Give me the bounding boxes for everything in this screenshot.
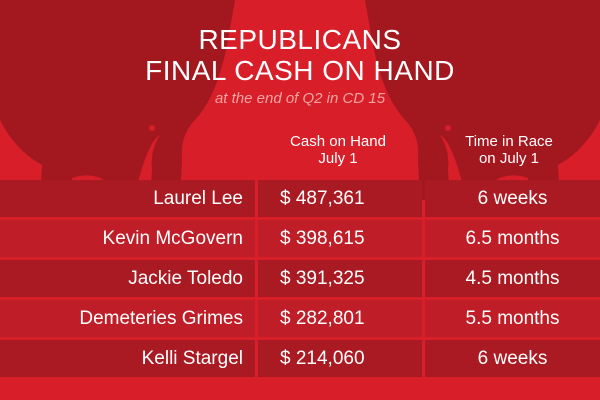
data-table: Laurel Lee $ 487,361 6 weeks Kevin McGov… bbox=[0, 180, 600, 377]
cash-on-hand: $ 282,801 bbox=[258, 300, 422, 337]
time-in-race: 6 weeks bbox=[425, 180, 600, 217]
table-row: Jackie Toledo $ 391,325 4.5 months bbox=[0, 260, 600, 297]
cash-on-hand: $ 487,361 bbox=[258, 180, 422, 217]
candidate-name: Demeteries Grimes bbox=[0, 300, 255, 337]
table-row: Laurel Lee $ 487,361 6 weeks bbox=[0, 180, 600, 217]
table-row: Kelli Stargel $ 214,060 6 weeks bbox=[0, 340, 600, 377]
title-line-2: FINAL CASH ON HAND bbox=[145, 55, 455, 86]
candidate-name: Kevin McGovern bbox=[0, 220, 255, 257]
time-in-race: 6 weeks bbox=[425, 340, 600, 377]
cash-on-hand: $ 214,060 bbox=[258, 340, 422, 377]
column-header-time-line2: on July 1 bbox=[478, 150, 540, 167]
column-header-time-line1: Time in Race bbox=[465, 133, 553, 150]
title-line-1: REPUBLICANS bbox=[198, 24, 402, 55]
elephant-left-icon bbox=[0, 0, 235, 200]
time-in-race: 6.5 months bbox=[425, 220, 600, 257]
candidate-name: Laurel Lee bbox=[0, 180, 255, 217]
cash-on-hand: $ 391,325 bbox=[258, 260, 422, 297]
candidate-name: Jackie Toledo bbox=[0, 260, 255, 297]
column-header-cash-line1: Cash on Hand bbox=[290, 133, 386, 150]
table-row: Kevin McGovern $ 398,615 6.5 months bbox=[0, 220, 600, 257]
column-header-cash: Cash on Hand July 1 bbox=[258, 133, 418, 167]
elephant-right-icon bbox=[365, 0, 600, 200]
table-row: Demeteries Grimes $ 282,801 5.5 months bbox=[0, 300, 600, 337]
time-in-race: 4.5 months bbox=[425, 260, 600, 297]
subtitle: at the end of Q2 in CD 15 bbox=[214, 90, 386, 107]
column-header-time: Time in Race on July 1 bbox=[418, 133, 600, 167]
column-header-cash-line2: July 1 bbox=[318, 150, 358, 167]
time-in-race: 5.5 months bbox=[425, 300, 600, 337]
candidate-name: Kelli Stargel bbox=[0, 340, 255, 377]
cash-on-hand: $ 398,615 bbox=[258, 220, 422, 257]
